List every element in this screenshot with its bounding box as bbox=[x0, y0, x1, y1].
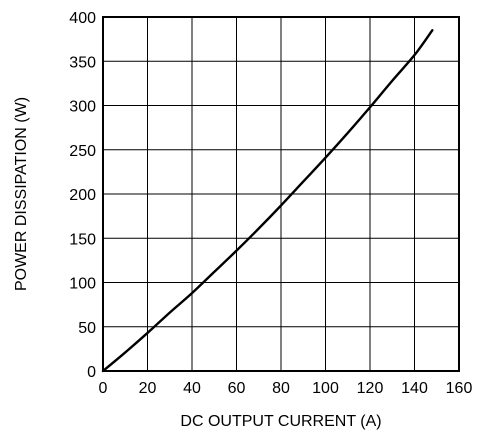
x-tick-label: 0 bbox=[99, 380, 108, 397]
x-tick-label: 120 bbox=[357, 380, 384, 397]
tick-labels: 0 20 40 60 80 100 120 140 160 0 50 100 150 200 250 300 3… bbox=[69, 10, 472, 397]
y-tick-label: 350 bbox=[69, 54, 96, 71]
x-tick-label: 140 bbox=[401, 380, 428, 397]
grid-lines bbox=[102, 16, 460, 372]
y-tick-label: 0 bbox=[87, 364, 96, 381]
x-tick-label: 80 bbox=[272, 380, 290, 397]
x-tick-label: 40 bbox=[183, 380, 201, 397]
y-tick-label: 250 bbox=[69, 143, 96, 160]
x-tick-label: 60 bbox=[228, 380, 246, 397]
x-tick-label: 20 bbox=[139, 380, 157, 397]
x-tick-label: 100 bbox=[312, 380, 339, 397]
x-axis-label: DC OUTPUT CURRENT (A) bbox=[180, 413, 381, 430]
y-tick-label: 200 bbox=[69, 187, 96, 204]
y-tick-label: 400 bbox=[69, 10, 96, 27]
x-tick-label: 160 bbox=[446, 380, 473, 397]
series-line bbox=[101, 29, 434, 373]
y-tick-label: 300 bbox=[69, 99, 96, 116]
y-tick-label: 100 bbox=[69, 276, 96, 293]
y-tick-label: 150 bbox=[69, 231, 96, 248]
plot-frame bbox=[102, 16, 460, 372]
y-axis-label: POWER DISSIPATION (W) bbox=[13, 97, 30, 291]
y-tick-label: 50 bbox=[78, 320, 96, 337]
